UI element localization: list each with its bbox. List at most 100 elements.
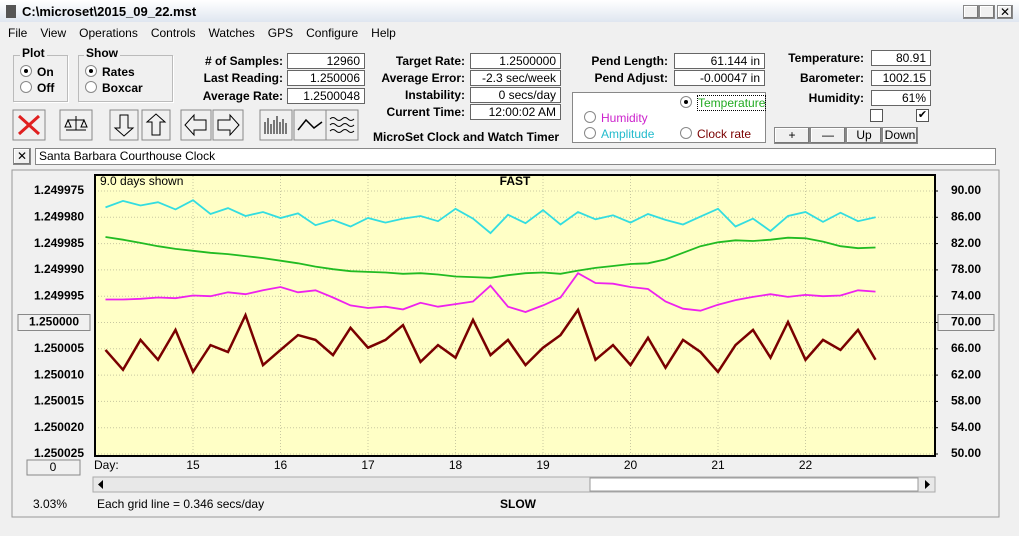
field-label: Pend Length: [591, 54, 668, 68]
field-value[interactable]: 0 secs/day [470, 87, 561, 103]
plot-option[interactable]: Temperature [680, 95, 767, 111]
grid-note: Each grid line = 0.346 secs/day [97, 497, 264, 511]
tool-button[interactable] [109, 109, 139, 141]
y-tick-label: 1.249975 [34, 183, 84, 197]
field-value[interactable]: 1.2500048 [287, 88, 365, 104]
option: Rates [102, 65, 135, 79]
option-label: Amplitude [601, 127, 655, 141]
menu-item[interactable]: Watches [208, 26, 255, 40]
option: Off [37, 81, 55, 95]
minimize[interactable] [963, 5, 979, 19]
menu-item[interactable]: File [8, 26, 28, 40]
checkbox[interactable]: ✔ [916, 109, 929, 122]
y-tick-label: 1.250015 [34, 394, 84, 408]
tool-button[interactable] [141, 109, 171, 141]
menu-item[interactable]: Controls [150, 26, 196, 40]
y2-tick-label: 86.00 [951, 209, 981, 223]
y-tick-label: 1.249995 [34, 288, 84, 302]
bottom-label: SLOW [500, 497, 537, 511]
field-label: Instability: [404, 88, 465, 102]
radio[interactable]: Off [20, 81, 54, 95]
y2-tick-label: 62.00 [951, 367, 981, 381]
button[interactable]: — [810, 127, 846, 144]
field-value[interactable]: 61.144 in [674, 53, 765, 69]
y-tick-label: 1.250005 [34, 341, 84, 355]
field-value[interactable]: 61% [871, 90, 931, 106]
title-bar [0, 0, 1019, 22]
window-title: C:\microset\2015_09_22.mst [22, 4, 197, 19]
tool-button[interactable] [12, 109, 46, 141]
x-tick-label: 20 [624, 458, 638, 472]
offset-button [26, 459, 81, 476]
y-tick-label: 1.250025 [34, 446, 84, 460]
field-value[interactable]: -0.00047 in [674, 70, 765, 86]
y2-tick-label: 58.00 [951, 394, 981, 408]
field-value[interactable]: 80.91 [871, 50, 931, 66]
field-label: Barometer: [799, 71, 864, 85]
clock-name[interactable]: Santa Barbara Courthouse Clock [35, 148, 996, 165]
plot-option[interactable]: Amplitude [584, 127, 654, 141]
plot-select [572, 92, 766, 143]
center-button [17, 314, 91, 331]
option: Boxcar [102, 81, 143, 95]
y2-tick-label: 74.00 [951, 288, 981, 302]
clear-button[interactable]: ✕ [13, 148, 31, 165]
field-label: Average Rate: [202, 89, 283, 103]
app-name: MicroSet Clock and Watch Timer [373, 130, 560, 144]
field-value[interactable]: 12960 [287, 53, 365, 69]
tool-button[interactable] [212, 109, 244, 141]
show-group [78, 55, 173, 102]
y-tick-label: 1.249985 [34, 236, 84, 250]
x-tick-label: 16 [274, 458, 288, 472]
button[interactable]: + [774, 127, 810, 144]
button[interactable]: Down [882, 127, 918, 144]
center-button [937, 314, 995, 331]
field-label: Temperature: [788, 51, 864, 65]
field-value[interactable]: 12:00:02 AM [470, 104, 561, 120]
radio[interactable]: On [20, 65, 54, 79]
tool-button[interactable] [259, 109, 293, 141]
field-label: Average Error: [381, 71, 465, 85]
series-line [104, 307, 877, 375]
y2-tick-label: 66.00 [951, 341, 981, 355]
days-shown: 9.0 days shown [100, 174, 183, 188]
option-label: Humidity [601, 111, 648, 125]
group-title: Plot [20, 46, 47, 60]
plot-frame [94, 174, 936, 457]
series-line [105, 199, 876, 235]
field-value[interactable]: 1002.15 [871, 70, 931, 86]
y-tick-label: 1.249980 [34, 209, 84, 223]
menu-item[interactable]: Operations [79, 26, 138, 40]
field-label: Last Reading: [203, 71, 283, 85]
radio[interactable]: Rates [85, 65, 135, 79]
field-value[interactable]: 1.250006 [287, 70, 365, 86]
y2-tick-label: 54.00 [951, 420, 981, 434]
field-value[interactable]: -2.3 sec/week [470, 70, 561, 86]
x-tick-label: 21 [711, 458, 725, 472]
menu-item[interactable]: GPS [267, 26, 294, 40]
tool-button[interactable] [325, 109, 359, 141]
x-tick-label: 22 [799, 458, 813, 472]
close[interactable]: ✕ [997, 5, 1013, 19]
y-tick-label: 1.250010 [34, 367, 84, 381]
field-label: Pend Adjust: [594, 71, 668, 85]
menu-item[interactable]: Help [371, 26, 396, 40]
maximize[interactable] [979, 5, 995, 19]
field-value[interactable]: 1.2500000 [470, 53, 561, 69]
plot-option[interactable]: Clock rate [680, 127, 751, 141]
radio[interactable]: Boxcar [85, 81, 143, 95]
checkbox[interactable] [870, 109, 883, 122]
field-label: # of Samples: [204, 54, 283, 68]
menu-item[interactable]: Configure [306, 26, 359, 40]
menu-item[interactable]: View [40, 26, 67, 40]
x-label: Day: [94, 458, 119, 472]
x-tick-label: 15 [186, 458, 200, 472]
group-title: Show [84, 46, 120, 60]
plot-option[interactable]: Humidity [584, 111, 648, 125]
tool-button[interactable] [59, 109, 93, 141]
tool-button[interactable] [180, 109, 212, 141]
button[interactable]: Up [846, 127, 882, 144]
x-tick-label: 19 [536, 458, 550, 472]
